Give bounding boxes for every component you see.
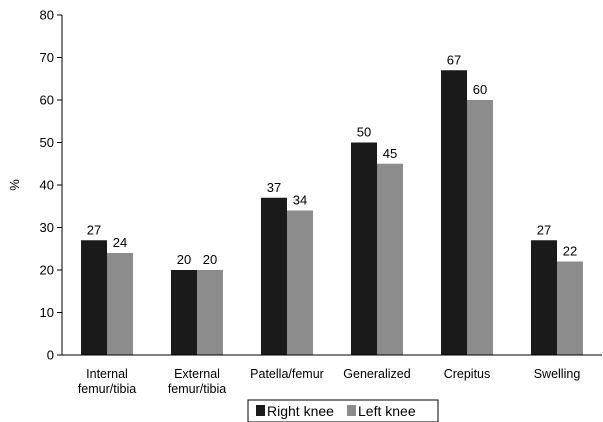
y-axis-label: % <box>7 179 22 191</box>
bar-right-knee <box>171 270 197 355</box>
y-tick-label: 20 <box>40 263 54 278</box>
category-label: Internal femur/tibia <box>78 367 136 396</box>
data-labels: 27 24 20 20 37 34 50 45 67 60 27 22 <box>87 52 577 267</box>
bar-right-knee <box>261 197 287 355</box>
bar-left-knee <box>107 253 133 355</box>
category-label: Crepitus <box>444 367 491 381</box>
legend-label-right-knee: Right knee <box>267 403 334 419</box>
bar-left-knee <box>557 261 583 355</box>
data-label: 20 <box>203 252 217 267</box>
data-label: 27 <box>537 222 551 237</box>
data-label: 50 <box>357 125 371 140</box>
bar-right-knee <box>531 240 557 355</box>
x-axis-labels: Internal femur/tibia External femur/tibia Pa… <box>78 367 580 396</box>
data-label: 34 <box>293 193 307 208</box>
bar-left-knee <box>197 270 223 355</box>
y-tick-label: 40 <box>40 178 54 193</box>
y-tick-label: 60 <box>40 93 54 108</box>
bar-left-knee <box>467 100 493 355</box>
data-label: 67 <box>447 52 461 67</box>
legend-box <box>247 399 439 422</box>
data-label: 45 <box>383 146 397 161</box>
y-tick-label: 0 <box>47 348 54 363</box>
category-label: External femur/tibia <box>168 367 226 396</box>
legend-swatch-left-knee <box>347 405 356 416</box>
y-tick-label: 70 <box>40 50 54 65</box>
y-tick-label: 50 <box>40 135 54 150</box>
data-label: 20 <box>177 252 191 267</box>
y-axis-ticks: 0 10 20 30 40 50 60 70 80 <box>40 8 62 363</box>
legend-swatch-right-knee <box>256 405 265 416</box>
bar-left-knee <box>287 210 313 355</box>
bar-left-knee <box>377 163 403 355</box>
data-label: 27 <box>87 222 101 237</box>
data-label: 22 <box>563 244 577 259</box>
data-label: 24 <box>113 235 127 250</box>
bar-right-knee <box>351 142 377 355</box>
bar-series <box>81 70 583 355</box>
category-label: Patella/femur <box>250 367 324 381</box>
y-tick-label: 30 <box>40 220 54 235</box>
y-tick-label: 10 <box>40 305 54 320</box>
y-tick-label: 80 <box>40 8 54 23</box>
bar-right-knee <box>81 240 107 355</box>
data-label: 37 <box>267 180 281 195</box>
category-label: Swelling <box>534 367 581 381</box>
bar-right-knee <box>441 70 467 355</box>
legend: Right knee Left knee <box>247 399 439 422</box>
category-label: Generalized <box>343 367 410 381</box>
data-label: 60 <box>473 82 487 97</box>
legend-label-left-knee: Left knee <box>358 403 416 419</box>
